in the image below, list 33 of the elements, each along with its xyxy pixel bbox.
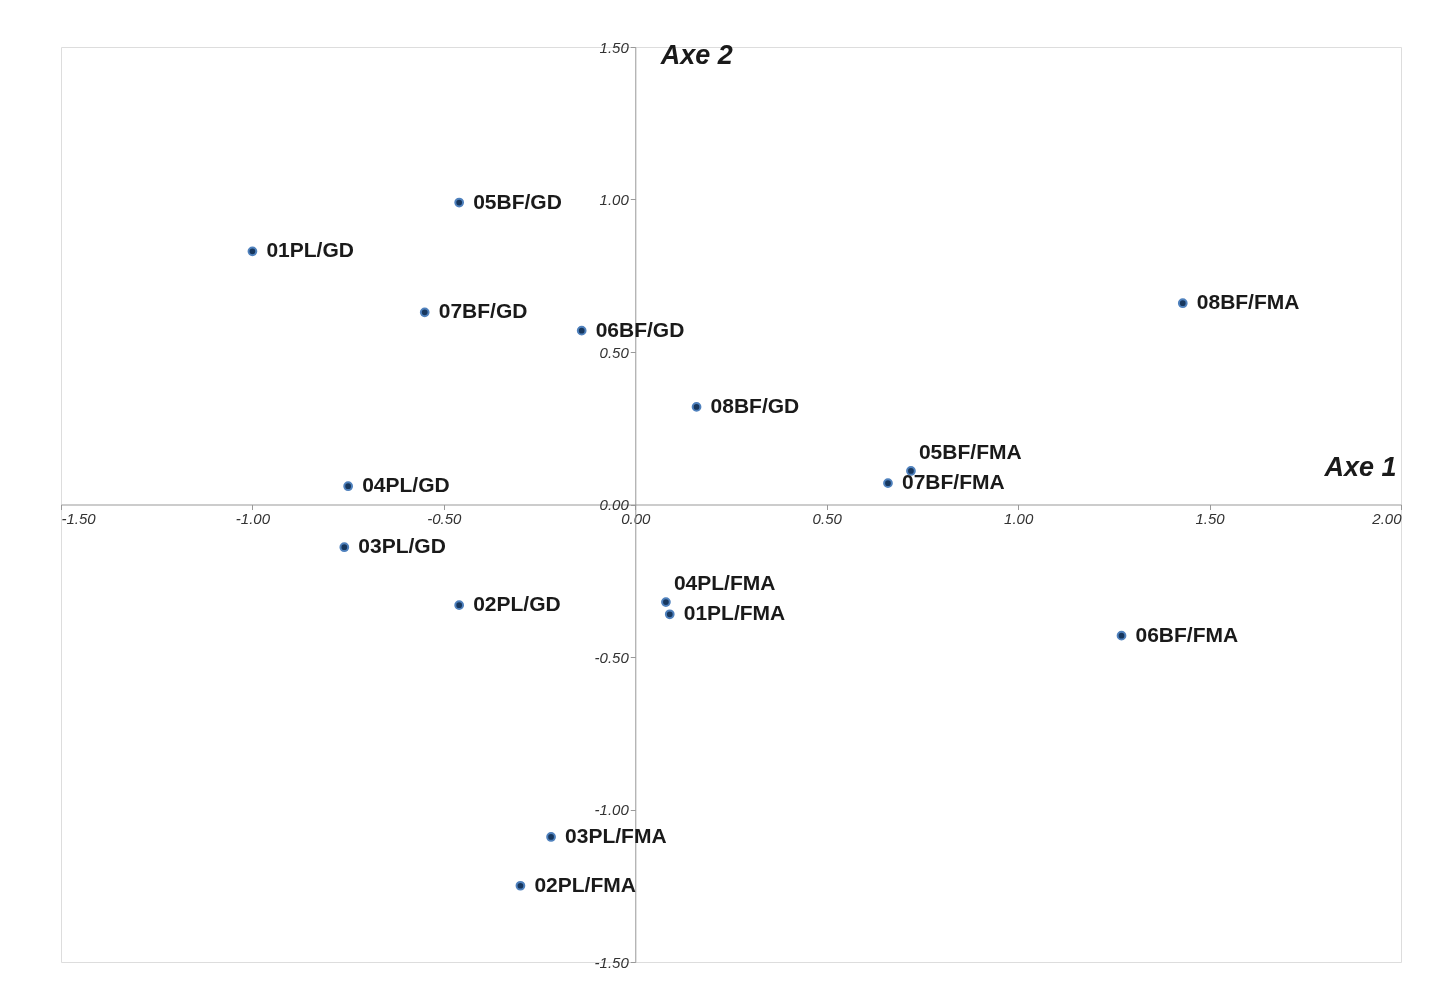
x-tick-label: -1.00	[235, 510, 271, 527]
y-tick-label: 0.50	[599, 343, 630, 361]
x-tick-label: -0.50	[427, 510, 463, 527]
x-tick-label: -1.50	[61, 510, 97, 527]
annotation: 08BF/GD	[710, 393, 800, 417]
annotation: 05BF/GD	[473, 189, 562, 213]
y-axis-title: Axe 2	[659, 39, 733, 70]
x-axis-title: Axe 1	[1323, 452, 1397, 482]
y-tick-label: -1.00	[594, 801, 630, 818]
x-tick-label: 1.00	[1004, 510, 1034, 527]
y-tick-label: 1.00	[599, 191, 630, 208]
annotation: 08BF/FMA	[1196, 290, 1300, 314]
annotation: 02PL/FMA	[534, 872, 636, 896]
x-tick-label: 2.00	[1371, 510, 1403, 527]
x-tick-label: 0.50	[812, 510, 843, 527]
annotation: 01PL/FMA	[683, 601, 786, 625]
annotation: 01PL/GD	[266, 238, 354, 262]
annotation: 03PL/GD	[358, 534, 446, 558]
annotation: 03PL/FMA	[565, 823, 667, 847]
y-tick-label: 0.00	[599, 496, 630, 513]
annotation: 06BF/GD	[595, 317, 685, 341]
y-tick-label: 1.50	[599, 38, 630, 56]
annotation: 07BF/GD	[438, 299, 528, 323]
annotation: 05BF/FMA	[918, 439, 1022, 463]
annotation: 06BF/FMA	[1135, 622, 1239, 646]
annotation: 07BF/FMA	[901, 470, 1005, 494]
annotation: 02PL/GD	[473, 592, 561, 616]
x-tick-label: 1.50	[1195, 510, 1226, 527]
x-tick-label: 0.00	[621, 510, 652, 527]
annotation: 04PL/GD	[362, 473, 450, 497]
annotation: 04PL/FMA	[673, 571, 776, 595]
y-tick-label: -0.50	[594, 648, 630, 666]
y-tick-label: -1.50	[594, 953, 630, 971]
